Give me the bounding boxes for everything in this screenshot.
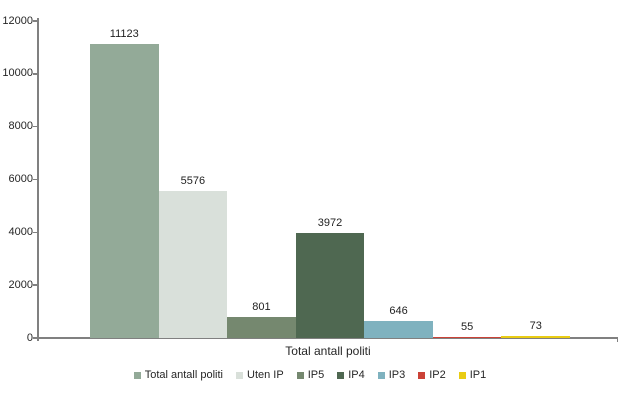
x-axis-end-tick <box>616 338 618 342</box>
y-axis-tick-mark <box>33 337 38 339</box>
legend-item-uten-ip: Uten IP <box>236 369 284 382</box>
legend-swatch-icon <box>418 372 426 379</box>
bar-total-antall-politi <box>90 44 159 338</box>
legend-item-ip4: IP4 <box>337 369 365 382</box>
legend-swatch-icon <box>377 372 385 379</box>
y-axis-tick-label: 0 <box>26 331 33 344</box>
legend: Total antall politi Uten IP IP5 IP4 IP3 IP2 IP… <box>0 369 620 382</box>
legend-item-ip3: IP3 <box>377 369 406 382</box>
legend-item-total-antall-politi: Total antall politi <box>133 369 223 382</box>
legend-label: Uten IP <box>247 369 284 381</box>
bar-value-label: 801 <box>252 300 271 313</box>
bar-ip4 <box>295 233 365 338</box>
bar-ip5 <box>227 316 296 338</box>
legend-label: IP4 <box>348 369 365 381</box>
bar-value-label: 11123 <box>109 28 139 41</box>
legend-swatch-icon <box>296 372 304 379</box>
y-axis-tick-mark <box>33 20 38 22</box>
legend-item-ip5: IP5 <box>296 369 325 382</box>
y-axis-tick-mark <box>33 178 38 181</box>
legend-item-ip2: IP2 <box>418 369 446 382</box>
legend-swatch-icon <box>458 372 466 379</box>
bar-ip1 <box>501 336 570 338</box>
bar-uten-ip <box>158 190 228 338</box>
bar-ip3 <box>364 320 433 338</box>
x-axis-title: Total antall politi <box>285 344 371 358</box>
bar-value-label: 3972 <box>317 217 343 230</box>
bar-value-label: 55 <box>461 320 474 333</box>
legend-label: IP2 <box>429 369 446 381</box>
y-axis-tick-label: 12000 <box>2 14 33 27</box>
legend-swatch-icon <box>133 372 141 379</box>
bar-ip2 <box>432 336 502 338</box>
y-axis-tick-mark <box>33 73 38 75</box>
legend-swatch-icon <box>337 372 345 379</box>
y-axis-tick-mark <box>33 284 38 286</box>
y-axis-tick-mark <box>33 231 38 234</box>
legend-label: IP1 <box>469 369 487 381</box>
y-axis-tick-mark <box>33 125 38 128</box>
legend-label: Total antall politi <box>144 369 223 381</box>
bar-value-label: 5576 <box>180 174 206 187</box>
legend-swatch-icon <box>236 372 243 379</box>
y-axis-tick-label: 4000 <box>8 225 33 238</box>
y-axis-tick-label: 10000 <box>2 67 33 80</box>
legend-item-ip1: IP1 <box>458 369 487 382</box>
legend-label: IP5 <box>307 369 325 381</box>
legend-label: IP3 <box>388 369 406 381</box>
y-axis-tick-label: 8000 <box>8 120 33 133</box>
y-axis-tick-label: 6000 <box>8 173 33 185</box>
y-axis-tick-label: 2000 <box>8 278 33 291</box>
bar-value-label: 646 <box>389 304 408 317</box>
bar-value-label: 73 <box>529 320 542 333</box>
